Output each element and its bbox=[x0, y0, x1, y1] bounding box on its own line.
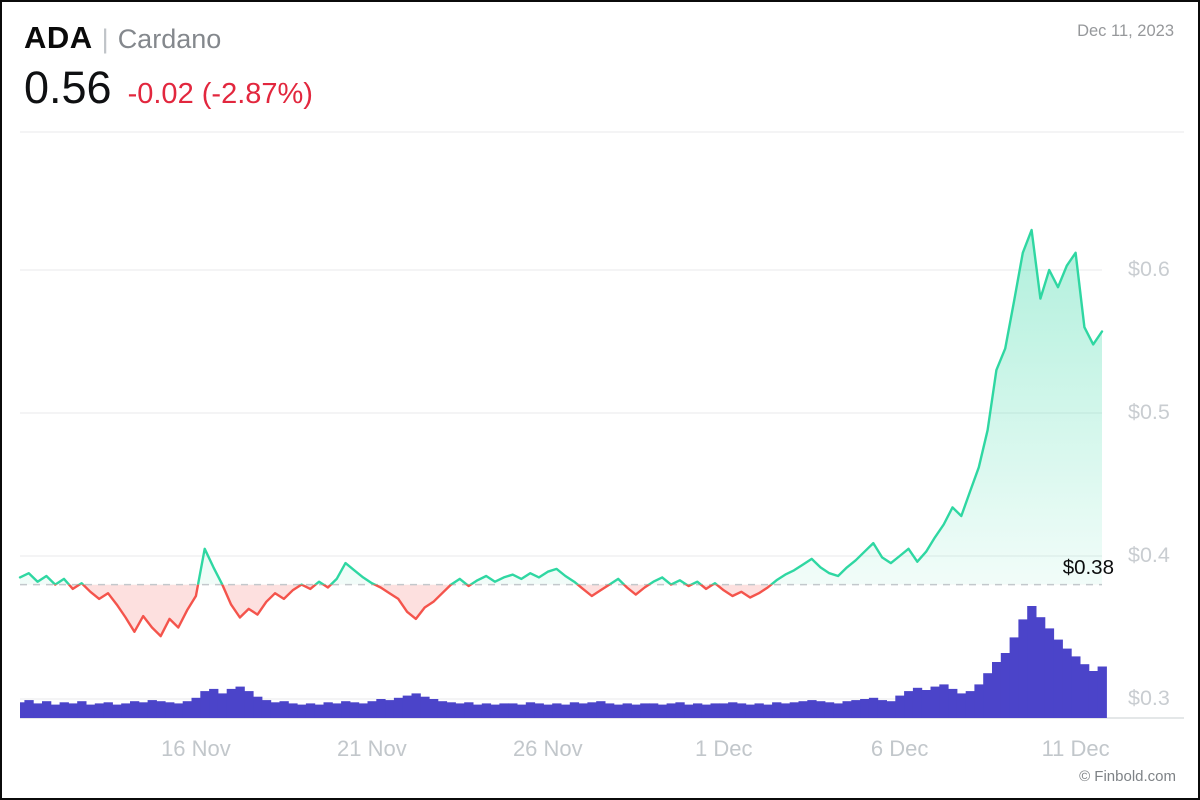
x-axis-label: 21 Nov bbox=[337, 736, 407, 761]
asset-name: Cardano bbox=[117, 24, 222, 54]
asset-symbol: ADA bbox=[24, 20, 93, 55]
x-axis-label: 26 Nov bbox=[512, 736, 583, 761]
date-label: Dec 11, 2023 bbox=[1077, 22, 1174, 40]
x-axis-label: 1 Dec bbox=[694, 736, 753, 761]
x-axis-label: 11 Dec bbox=[1041, 736, 1110, 761]
x-axis-label: 6 Dec bbox=[870, 736, 929, 761]
title-separator: | bbox=[101, 24, 109, 54]
x-axis-label: 16 Nov bbox=[161, 736, 231, 761]
y-axis-label: $0.5 bbox=[1128, 400, 1170, 424]
volume-bars bbox=[20, 606, 1107, 718]
baseline-price-label: $0.38 bbox=[1062, 555, 1114, 579]
price-value: 0.56 bbox=[24, 62, 112, 113]
y-axis-label: $0.3 bbox=[1128, 686, 1170, 710]
price-change: -0.02 (-2.87%) bbox=[127, 78, 313, 110]
y-axis-label: $0.6 bbox=[1128, 257, 1170, 281]
title-row: ADA | Cardano bbox=[24, 20, 221, 56]
watermark: © Finbold.com bbox=[1079, 768, 1176, 785]
y-axis-label: $0.4 bbox=[1128, 543, 1170, 567]
price-row: 0.56 -0.02 (-2.87%) bbox=[24, 62, 313, 114]
